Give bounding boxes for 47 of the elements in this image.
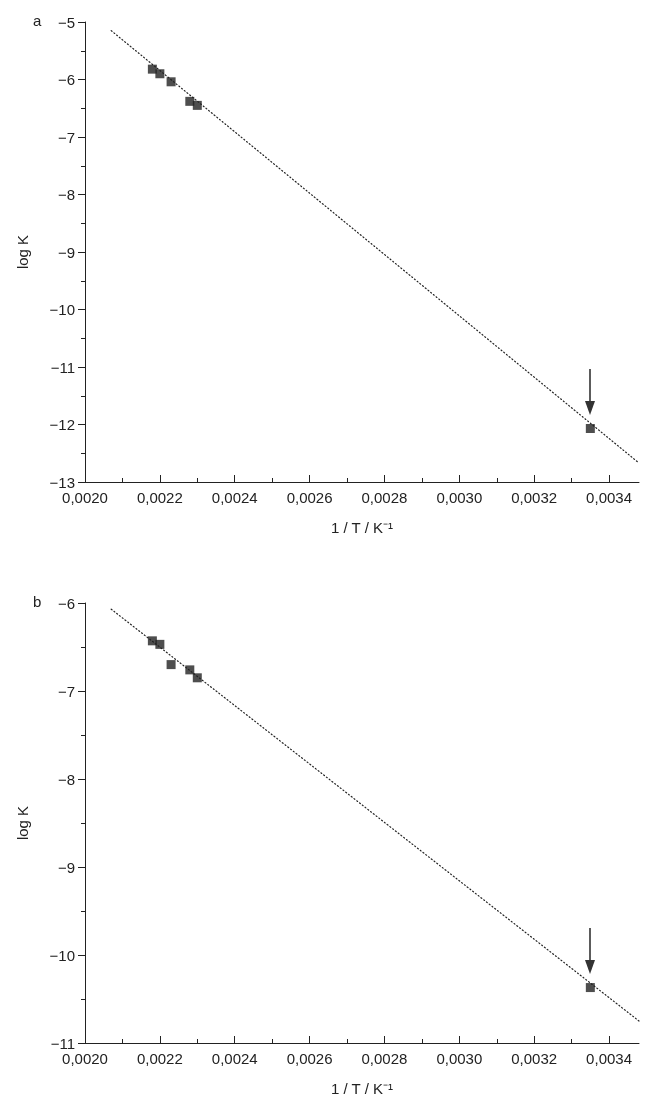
x-tick-label: 0,0026 — [286, 1050, 333, 1067]
y-tick-label: −8 — [57, 186, 75, 203]
x-tick-label: 0,0032 — [511, 1050, 558, 1067]
y-tick-label: −6 — [57, 594, 75, 612]
x-tick-label: 0,0030 — [436, 1050, 483, 1067]
x-tick-label: 0,0032 — [511, 489, 558, 506]
y-tick-label: −8 — [57, 770, 75, 788]
x-tick-label: 0,0024 — [211, 1050, 258, 1067]
x-tick-label: 0,0024 — [211, 489, 258, 506]
y-tick-label: −12 — [49, 416, 75, 433]
point — [155, 639, 165, 649]
y-tick-label: −6 — [57, 71, 75, 88]
y-tick-label: −11 — [50, 358, 75, 376]
point — [585, 424, 595, 434]
point — [155, 69, 165, 79]
x-tick-label: 0,0022 — [136, 489, 183, 506]
point — [192, 100, 202, 110]
x-tick-label: 0,0030 — [436, 489, 483, 506]
y-tick-label: −9 — [57, 243, 75, 261]
point — [585, 983, 595, 993]
point — [166, 77, 176, 87]
chart-title: b — [33, 593, 42, 610]
x-tick-label: 0,0020 — [62, 1050, 108, 1067]
x-tick-label: 0,0034 — [586, 1050, 632, 1067]
y-tick-label: −11 — [50, 1034, 75, 1052]
x-tick-label: 0,0020 — [62, 489, 108, 506]
y-tick-label: −10 — [49, 301, 75, 318]
y-tick-label: −7 — [57, 128, 75, 146]
point — [166, 660, 176, 670]
x-tick-label: 0,0028 — [361, 489, 408, 506]
x-tick-label: 0,0026 — [286, 489, 333, 506]
y-axis-title: log K — [14, 805, 31, 841]
y-tick-label: −10 — [49, 946, 75, 964]
x-axis-title: 1 / T / K⁻¹ — [331, 519, 393, 536]
x-tick-label: 0,0028 — [361, 1050, 408, 1067]
chart-title: a — [33, 12, 42, 29]
x-axis-title: 1 / T / K⁻¹ — [331, 1080, 393, 1097]
y-tick-label: −13 — [49, 473, 75, 491]
point — [185, 665, 195, 675]
y-tick-label: −9 — [57, 858, 75, 876]
y-tick-label: −5 — [57, 13, 75, 31]
y-axis-title: log K — [14, 234, 31, 270]
x-tick-label: 0,0034 — [586, 489, 632, 506]
x-tick-label: 0,0022 — [136, 1050, 183, 1067]
point — [185, 96, 195, 106]
point — [192, 673, 202, 683]
y-tick-label: −7 — [57, 682, 75, 700]
